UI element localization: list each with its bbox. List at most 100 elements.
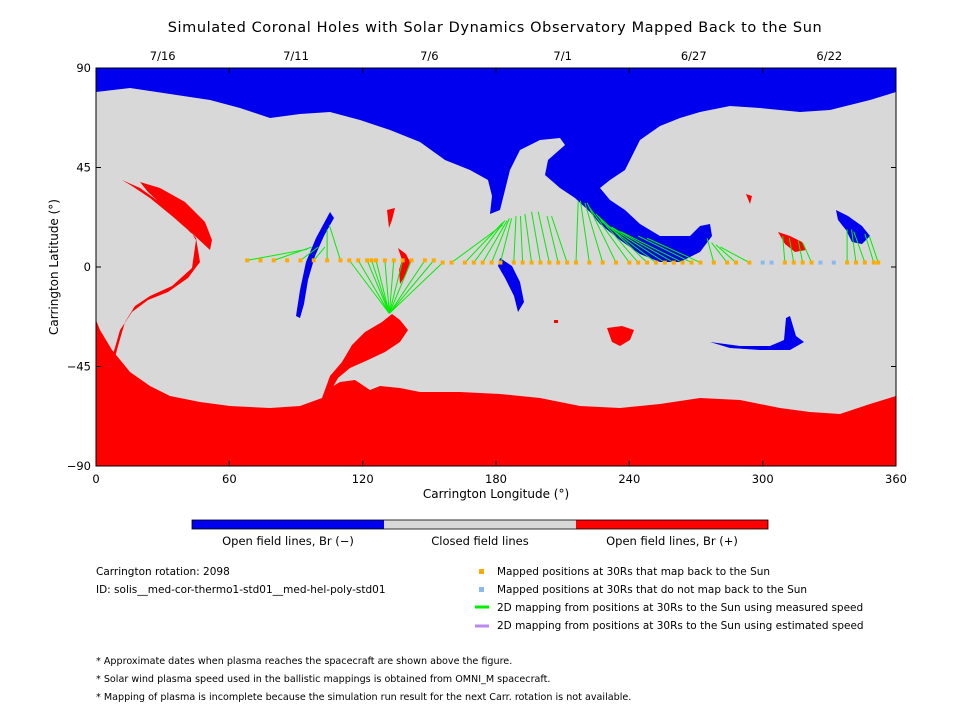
measured-mapping-line (388, 260, 426, 314)
mapping-lines (247, 200, 879, 314)
measured-mapping-line (853, 231, 866, 263)
mapped-point (565, 260, 570, 265)
colorbar-label-negative: Open field lines, Br (−) (222, 534, 354, 548)
measured-mapping-line (388, 262, 444, 314)
open-positive-south-polar (96, 320, 896, 466)
mapped-point (556, 260, 561, 265)
measured-mapping-line (531, 211, 541, 263)
measured-mapping-line (388, 260, 435, 314)
open-negative-right-hole (836, 210, 870, 244)
open-negative-left-streak (296, 212, 334, 318)
legend-marker-unmapped (479, 587, 484, 592)
measured-mapping-line (300, 246, 319, 261)
measured-mapping-line (720, 246, 750, 264)
measured-mapping-line (715, 244, 737, 263)
note-dates: * Approximate dates when plasma reaches … (96, 656, 513, 667)
mapped-point (369, 258, 374, 263)
mapped-point (876, 260, 881, 265)
mapped-point (347, 258, 352, 263)
open-negative-north-polar (96, 68, 896, 262)
colorbar-segment-closed (384, 520, 576, 529)
note-incomplete: * Mapping of plasma is incomplete becaus… (96, 692, 632, 703)
measured-mapping-line (388, 260, 404, 314)
mapped-point (356, 258, 361, 263)
x-tick-label: 240 (618, 472, 640, 486)
measured-mapping-line (388, 260, 395, 314)
open-negative-south-arc (710, 316, 804, 350)
mapped-point (689, 260, 694, 265)
measured-mapping-line (473, 220, 506, 263)
measured-mapping-line (519, 216, 524, 263)
colorbar-segment-positive (576, 520, 768, 529)
measured-mapping-line (371, 260, 390, 314)
x-tick-label: 120 (352, 472, 374, 486)
mapped-point (271, 258, 276, 263)
mapped-point (809, 260, 814, 265)
open-positive-left-tongue (96, 180, 212, 396)
measured-mapping-line (646, 237, 701, 264)
mapped-point (645, 260, 650, 265)
measured-mapping-line (464, 222, 504, 263)
unmapped-point (769, 260, 774, 265)
colorbar-segment-negative (192, 520, 384, 529)
unmapped-point (818, 260, 823, 265)
mapped-point (782, 260, 787, 265)
mapped-points (245, 258, 881, 265)
measured-mapping-line (513, 216, 517, 263)
mapped-point (654, 260, 658, 265)
mapped-point (258, 258, 263, 263)
open-positive-blob-2 (398, 248, 410, 284)
measured-mapping-line (588, 207, 630, 263)
measured-mapping-line (313, 246, 326, 261)
mapped-point (431, 258, 436, 263)
measured-mapping-line (782, 236, 786, 263)
open-positive-blob-3 (607, 326, 634, 346)
mapped-point (725, 260, 730, 265)
measured-mapping-line (499, 218, 513, 263)
mapped-point (614, 260, 618, 265)
colorbar-label-closed: Closed field lines (431, 534, 529, 548)
mapped-point (529, 260, 534, 265)
measured-mapping-line (546, 216, 559, 263)
y-tick-label: −90 (67, 459, 91, 473)
legend-label-mapped: Mapped positions at 30Rs that map back t… (497, 566, 771, 578)
open-positive-dot (554, 320, 558, 323)
mapped-point (449, 260, 454, 265)
date-tick-label: 7/6 (420, 49, 439, 63)
mapped-point (285, 258, 290, 263)
y-tick-label: −45 (67, 360, 91, 374)
mapped-point (845, 260, 850, 265)
x-tick-label: 300 (752, 472, 774, 486)
axis-ticks: 0 60 120 180 240 300 360 −90 −45 0 45 90 7/16 7/11 7/6… (67, 49, 907, 486)
date-tick-label: 7/1 (553, 49, 572, 63)
mapped-point (636, 260, 641, 265)
legend-label-unmapped: Mapped positions at 30Rs that do not map… (497, 584, 808, 596)
measured-mapping-line (348, 260, 390, 314)
mapped-point (520, 260, 525, 265)
mapped-point (440, 260, 445, 265)
chart-title: Simulated Coronal Holes with Solar Dynam… (167, 20, 823, 36)
mapped-point (800, 260, 805, 265)
mapped-point (382, 258, 387, 263)
measured-mapping-line (611, 226, 675, 264)
mapped-point (671, 260, 676, 265)
measured-mapping-line (247, 248, 308, 261)
mapped-point (498, 260, 503, 265)
measured-mapping-line (575, 200, 579, 263)
measured-mapping-line (524, 213, 533, 263)
mapped-point (462, 260, 467, 265)
mapped-point (854, 260, 858, 265)
measured-mapping-line (584, 202, 604, 263)
date-tick-label: 6/22 (816, 49, 842, 63)
colorbar-label-positive: Open field lines, Br (+) (606, 534, 738, 548)
open-positive-blob-1 (387, 208, 395, 228)
mapped-point (587, 260, 592, 265)
mapped-point (862, 260, 867, 265)
measured-mapping-line (328, 224, 341, 261)
legend-marker-mapped (479, 569, 484, 574)
measured-mapping-line (537, 211, 550, 263)
measured-mapping-line (606, 224, 666, 263)
open-negative-north-edge (96, 68, 300, 90)
note-speed-source: * Solar wind plasma speed used in the ba… (96, 674, 551, 685)
measured-mapping-line (620, 231, 683, 264)
